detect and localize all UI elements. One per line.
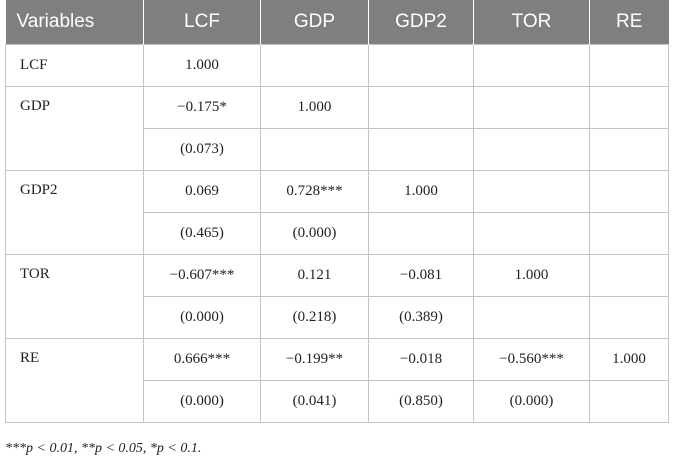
table-cell: 1.000 — [473, 254, 590, 297]
table-cell: −0.175* — [143, 86, 261, 129]
table-cell — [368, 44, 474, 87]
table-cell-pvalue — [368, 212, 474, 255]
table-cell: 1.000 — [143, 44, 261, 87]
table-cell-pvalue: (0.000) — [473, 380, 590, 423]
table-row-lcf: LCF 1.000 — [5, 44, 669, 87]
table-cell: −0.560*** — [473, 338, 590, 381]
table-row-gdp: GDP −0.175* 1.000 — [5, 86, 669, 171]
header-tor: TOR — [473, 0, 590, 45]
table-cell — [473, 170, 590, 213]
header-re: RE — [589, 0, 669, 45]
table-row-gdp2: GDP2 0.069 0.728*** 1.000 — [5, 170, 669, 255]
row-label-lcf: LCF — [5, 44, 144, 87]
table-cell: −0.081 — [368, 254, 474, 297]
table-cell — [589, 44, 669, 87]
table-cell-pvalue: (0.218) — [260, 296, 369, 339]
row-label-gdp2: GDP2 — [5, 170, 144, 255]
table-cell — [260, 44, 369, 87]
table-cell-pvalue: (0.000) — [260, 212, 369, 255]
row-label-tor: TOR — [5, 254, 144, 339]
header-variables: Variables — [5, 0, 144, 45]
table-row-tor: TOR −0.607*** 0.121 −0.081 1.000 — [5, 254, 669, 339]
header-row: Variables LCF GDP GDP2 TOR RE — [5, 0, 669, 45]
table-cell: −0.199** — [260, 338, 369, 381]
table-cell — [589, 86, 669, 129]
table-cell-pvalue — [260, 128, 369, 171]
table-cell-pvalue: (0.850) — [368, 380, 474, 423]
table-cell — [589, 254, 669, 297]
table-row-re-pvalues: (0.000) (0.041) (0.850) (0.000) — [6, 380, 669, 423]
table-cell: 0.728*** — [260, 170, 369, 213]
table-cell — [473, 44, 590, 87]
table-footnote: ***p < 0.01, **p < 0.05, *p < 0.1. — [5, 441, 202, 456]
header-gdp2: GDP2 — [368, 0, 474, 45]
table-cell — [589, 170, 669, 213]
table-cell-pvalue: (0.000) — [143, 380, 261, 423]
row-label-re: RE — [5, 338, 144, 423]
table-cell-pvalue — [368, 128, 474, 171]
row-label-gdp: GDP — [5, 86, 144, 171]
table-cell-pvalue — [589, 296, 669, 339]
table-row-tor-pvalues: (0.000) (0.218) (0.389) — [6, 296, 669, 339]
correlation-table: Variables LCF GDP GDP2 TOR RE LCF 1.000 … — [5, 0, 669, 423]
table-cell-pvalue: (0.389) — [368, 296, 474, 339]
header-lcf: LCF — [143, 0, 261, 45]
table-cell-pvalue — [589, 380, 669, 423]
header-gdp: GDP — [260, 0, 369, 45]
table-cell-pvalue — [589, 128, 669, 171]
table-cell: −0.018 — [368, 338, 474, 381]
table-cell — [368, 86, 474, 129]
table-cell: 1.000 — [368, 170, 474, 213]
table-cell-pvalue: (0.465) — [143, 212, 261, 255]
table-cell: 1.000 — [260, 86, 369, 129]
table-cell-pvalue — [473, 128, 590, 171]
table-cell-pvalue: (0.000) — [143, 296, 261, 339]
table-cell-pvalue: (0.073) — [143, 128, 261, 171]
table-cell-pvalue — [473, 212, 590, 255]
table-cell-pvalue: (0.041) — [260, 380, 369, 423]
table-cell: 0.666*** — [143, 338, 261, 381]
table-cell: −0.607*** — [143, 254, 261, 297]
table-cell — [473, 86, 590, 129]
table-row-gdp2-pvalues: (0.465) (0.000) — [6, 212, 669, 255]
table-cell-pvalue — [473, 296, 590, 339]
table-cell: 1.000 — [589, 338, 669, 381]
table-row-re: RE 0.666*** −0.199** −0.018 −0.560*** 1.… — [5, 338, 669, 423]
table-cell: 0.121 — [260, 254, 369, 297]
table-cell: 0.069 — [143, 170, 261, 213]
table-cell-pvalue — [589, 212, 669, 255]
